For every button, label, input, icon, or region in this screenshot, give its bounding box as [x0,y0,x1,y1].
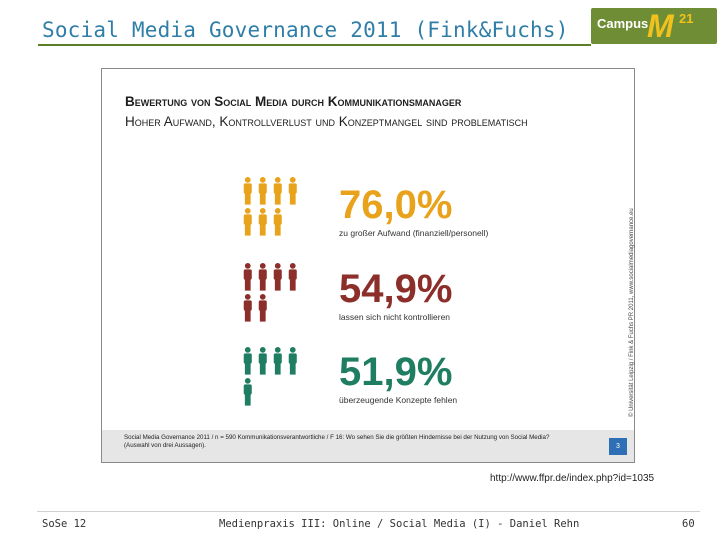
logo-number: 21 [679,11,694,26]
person-icon [273,177,282,205]
graphic-subheading: Hoher Aufwand, Kontrollverlust und Konze… [125,114,528,129]
person-icon [243,294,252,322]
person-icon [273,347,282,375]
source-note: Social Media Governance 2011 / n = 590 K… [124,434,550,449]
source-url[interactable]: http://www.ffpr.de/index.php?id=1035 [490,473,655,484]
people-icons-orange [243,177,297,236]
person-icon [258,294,267,322]
person-icon [243,378,252,406]
footer-course: Medienpraxis III: Online / Social Media … [219,518,580,530]
slide-title: Social Media Governance 2011 (Fink&Fuchs… [42,18,569,42]
footer-semester: SoSe 12 [42,518,87,530]
logo-word: Campus [597,16,649,31]
person-icon [258,177,267,205]
graphic-page-badge: 3 [609,438,627,455]
source-note-bar: Social Media Governance 2011 / n = 590 K… [102,430,634,462]
stat-label-effort: zu großer Aufwand (finanziell/personell) [339,228,489,238]
person-icon [243,347,252,375]
stat-label-control: lassen sich nicht kontrollieren [339,312,451,322]
person-icon [243,263,252,291]
logo-letter: M [647,8,674,44]
stat-block-control: 54,9% lassen sich nicht kontrollieren [339,269,452,322]
person-icon [258,347,267,375]
footer-page-number: 60 [682,518,695,530]
person-icon [288,347,297,375]
title-divider [38,44,591,46]
person-icon [243,208,252,236]
person-icon [273,263,282,291]
person-icon [288,177,297,205]
stat-label-concepts: überzeugende Konzepte fehlen [339,395,458,405]
person-icon [258,208,267,236]
stat-value-effort: 76,0% [339,183,453,227]
people-icons-red [243,263,297,322]
copyright-credit: © Universität Leipzig / Fink & Fuchs PR … [619,189,635,419]
stat-block-effort: 76,0% zu großer Aufwand (finanziell/pers… [339,185,488,238]
stat-block-concepts: 51,9% überzeugende Konzepte fehlen [339,352,457,405]
campus-m21-logo: Campus M 21 [591,8,717,44]
stat-value-concepts: 51,9% [339,350,453,394]
person-icon [258,263,267,291]
copyright-text: © Universität Leipzig / Fink & Fuchs PR … [629,208,635,417]
infographic-panel: Bewertung von Social Media durch Kommuni… [101,68,635,463]
footer-divider [37,511,700,512]
people-icons-green [243,347,297,406]
stat-value-control: 54,9% [339,267,453,311]
graphic-heading: Bewertung von Social Media durch Kommuni… [125,94,462,109]
person-icon [288,263,297,291]
person-icon [243,177,252,205]
person-icon [273,208,282,236]
